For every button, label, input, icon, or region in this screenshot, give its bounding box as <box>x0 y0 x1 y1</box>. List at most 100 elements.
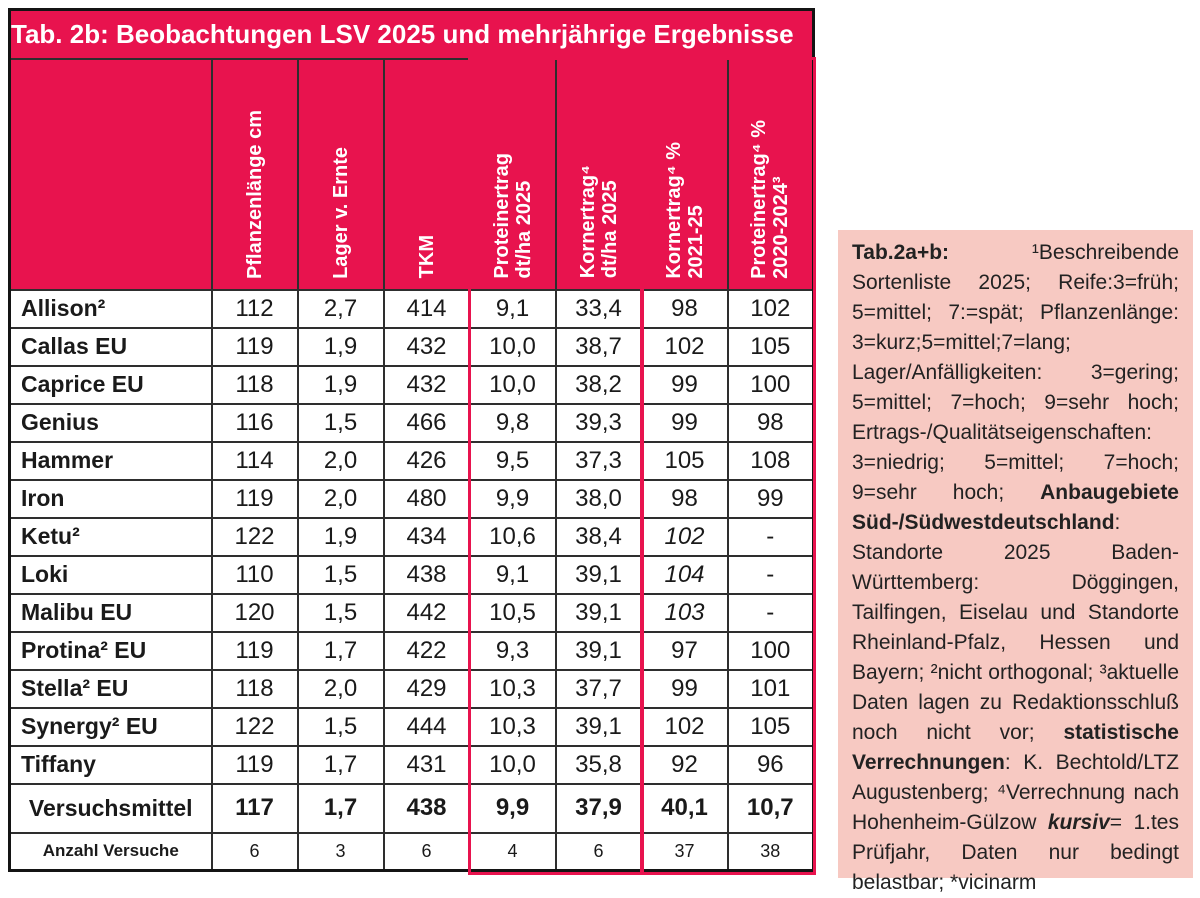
value-cell-tkm: 444 <box>382 706 471 747</box>
value-cell-pflanzenlaenge: 118 <box>210 668 299 709</box>
value-cell-proteinertrag-2025: 9,1 <box>468 554 557 595</box>
value-cell-proteinertrag-2025: 10,3 <box>468 668 557 709</box>
trial-count-row: Anzahl Versuche 6 3 6 4 6 37 38 <box>8 831 815 872</box>
column-header-label: TKM <box>415 235 438 279</box>
value-cell-pflanzenlaenge: 122 <box>210 516 299 557</box>
value-cell-kornertrag-rel: 102 <box>640 706 729 747</box>
value-cell-proteinertrag-2025: 9,8 <box>468 402 557 443</box>
value-cell-tkm: 438 <box>382 554 471 595</box>
value-cell-tkm: 442 <box>382 592 471 633</box>
value-cell-proteinertrag-2025: 4 <box>468 831 557 872</box>
row-label: Genius <box>8 402 213 443</box>
table-row: Stella² EU 118 2,0 429 10,3 37,7 99 101 <box>8 668 815 709</box>
value-cell-tkm: 431 <box>382 744 471 785</box>
table-row: Iron 119 2,0 480 9,9 38,0 98 99 <box>8 478 815 519</box>
value-cell-lager: 1,9 <box>296 364 385 405</box>
column-header-kornertrag-rel: Kornertrag⁴ % 2021-25 <box>640 57 729 291</box>
value-cell-kornertrag-rel: 37 <box>640 831 729 872</box>
value-cell-tkm: 422 <box>382 630 471 671</box>
table-row: Ketu² 122 1,9 434 10,6 38,4 102- <box>8 516 815 557</box>
column-header-lager: Lager v. Ernte <box>296 57 385 291</box>
table-row: Malibu EU 120 1,5 442 10,5 39,1 103- <box>8 592 815 633</box>
value-cell-lager: 1,5 <box>296 554 385 595</box>
value-cell-pflanzenlaenge: 120 <box>210 592 299 633</box>
value-cell-kornertrag-2025: 38,2 <box>554 364 643 405</box>
row-label: Versuchsmittel <box>8 782 213 834</box>
value-cell-tkm: 466 <box>382 402 471 443</box>
footnote-segment: Anbaugebiete Süd-/Südwestdeutschland <box>852 481 1179 534</box>
value-cell-lager: 3 <box>296 831 385 872</box>
footnote-segment: kursiv <box>1047 811 1110 834</box>
row-label: Tiffany <box>8 744 213 785</box>
value-cell-kornertrag-rel: 105 <box>640 440 729 481</box>
column-header-label: Pflanzenlänge cm <box>243 109 266 279</box>
value-cell-proteinertrag-rel: 100 <box>726 630 815 671</box>
value-cell-pflanzenlaenge: 119 <box>210 478 299 519</box>
value-cell-kornertrag-rel: 98 <box>640 288 729 329</box>
value-cell-proteinertrag-rel: 96 <box>726 744 815 785</box>
value-cell-lager: 1,7 <box>296 782 385 834</box>
value-cell-proteinertrag-2025: 9,3 <box>468 630 557 671</box>
value-cell-kornertrag-2025: 39,1 <box>554 592 643 633</box>
row-label: Stella² EU <box>8 668 213 709</box>
value-cell-tkm: 429 <box>382 668 471 709</box>
value-cell-kornertrag-2025: 6 <box>554 831 643 872</box>
table-row: Caprice EU 118 1,9 432 10,0 38,2 99 100 <box>8 364 815 405</box>
value-cell-kornertrag-2025: 37,3 <box>554 440 643 481</box>
row-label: Anzahl Versuche <box>8 831 213 872</box>
value-cell-proteinertrag-rel: 100 <box>726 364 815 405</box>
value-cell-lager: 1,9 <box>296 516 385 557</box>
value-cell-kornertrag-2025: 38,4 <box>554 516 643 557</box>
value-cell-tkm: 426 <box>382 440 471 481</box>
row-label: Callas EU <box>8 326 213 367</box>
column-header-proteinertrag-2025: Proteinertrag dt/ha 2025 <box>468 57 557 291</box>
footnote-segment: Tab.2a+b: <box>852 241 1032 264</box>
value-cell-proteinertrag-2025: 9,5 <box>468 440 557 481</box>
value-cell-kornertrag-rel: 40,1 <box>640 782 729 834</box>
value-cell-kornertrag-rel: 98 <box>640 478 729 519</box>
value-cell-proteinertrag-2025: 10,6 <box>468 516 557 557</box>
value-cell-lager: 2,0 <box>296 668 385 709</box>
value-cell-lager: 1,5 <box>296 592 385 633</box>
value-cell-kornertrag-2025: 33,4 <box>554 288 643 329</box>
value-cell-kornertrag-rel: 103 <box>640 592 729 633</box>
table-row: Tiffany 119 1,7 431 10,0 35,8 92 96 <box>8 744 815 785</box>
value-cell-tkm: 432 <box>382 364 471 405</box>
value-cell-pflanzenlaenge: 119 <box>210 630 299 671</box>
footnote-segment: statistische Verrechnungen <box>852 721 1179 774</box>
column-header-label: Proteinertrag⁴ % 2020-2024³ <box>748 119 793 279</box>
value-cell-proteinertrag-rel: 38 <box>726 831 815 872</box>
row-label: Protina² EU <box>8 630 213 671</box>
value-cell-kornertrag-2025: 39,1 <box>554 554 643 595</box>
value-cell-pflanzenlaenge: 116 <box>210 402 299 443</box>
table-row: Genius 116 1,5 466 9,8 39,3 99 98 <box>8 402 815 443</box>
value-cell-kornertrag-2025: 37,9 <box>554 782 643 834</box>
value-cell-lager: 1,9 <box>296 326 385 367</box>
table-row: Loki 110 1,5 438 9,1 39,1 104- <box>8 554 815 595</box>
footnotes-text: Tab.2a+b: ¹Beschreibende Sortenliste 202… <box>852 238 1179 898</box>
value-cell-kornertrag-rel: 102 <box>640 516 729 557</box>
value-cell-pflanzenlaenge: 119 <box>210 744 299 785</box>
table-row: Synergy² EU 122 1,5 444 10,3 39,1 102 105 <box>8 706 815 747</box>
footnotes-panel: Tab.2a+b: ¹Beschreibende Sortenliste 202… <box>838 230 1193 894</box>
column-header-row: Pflanzenlänge cm Lager v. Ernte TKM Protein… <box>8 57 815 291</box>
value-cell-lager: 2,0 <box>296 440 385 481</box>
value-cell-kornertrag-2025: 38,0 <box>554 478 643 519</box>
value-cell-proteinertrag-rel: 99 <box>726 478 815 519</box>
lsv-results-table: Tab. 2b: Beobachtungen LSV 2025 und mehr… <box>8 8 816 872</box>
value-cell-proteinertrag-2025: 10,3 <box>468 706 557 747</box>
value-cell-proteinertrag-rel: - <box>726 516 815 557</box>
table-row: Allison² 112 2,7 414 9,1 33,4 98 102 <box>8 288 815 329</box>
value-cell-pflanzenlaenge: 6 <box>210 831 299 872</box>
value-cell-proteinertrag-2025: 10,0 <box>468 326 557 367</box>
corner-cell <box>8 57 213 291</box>
value-cell-proteinertrag-2025: 10,5 <box>468 592 557 633</box>
table-row: Hammer 114 2,0 426 9,5 37,3 105 108 <box>8 440 815 481</box>
value-cell-kornertrag-2025: 39,3 <box>554 402 643 443</box>
value-cell-kornertrag-rel: 92 <box>640 744 729 785</box>
value-cell-kornertrag-rel: 99 <box>640 402 729 443</box>
column-header-label: Lager v. Ernte <box>329 146 352 279</box>
table-row: Callas EU 119 1,9 432 10,0 38,7 102 105 <box>8 326 815 367</box>
row-label: Iron <box>8 478 213 519</box>
value-cell-proteinertrag-rel: 105 <box>726 326 815 367</box>
